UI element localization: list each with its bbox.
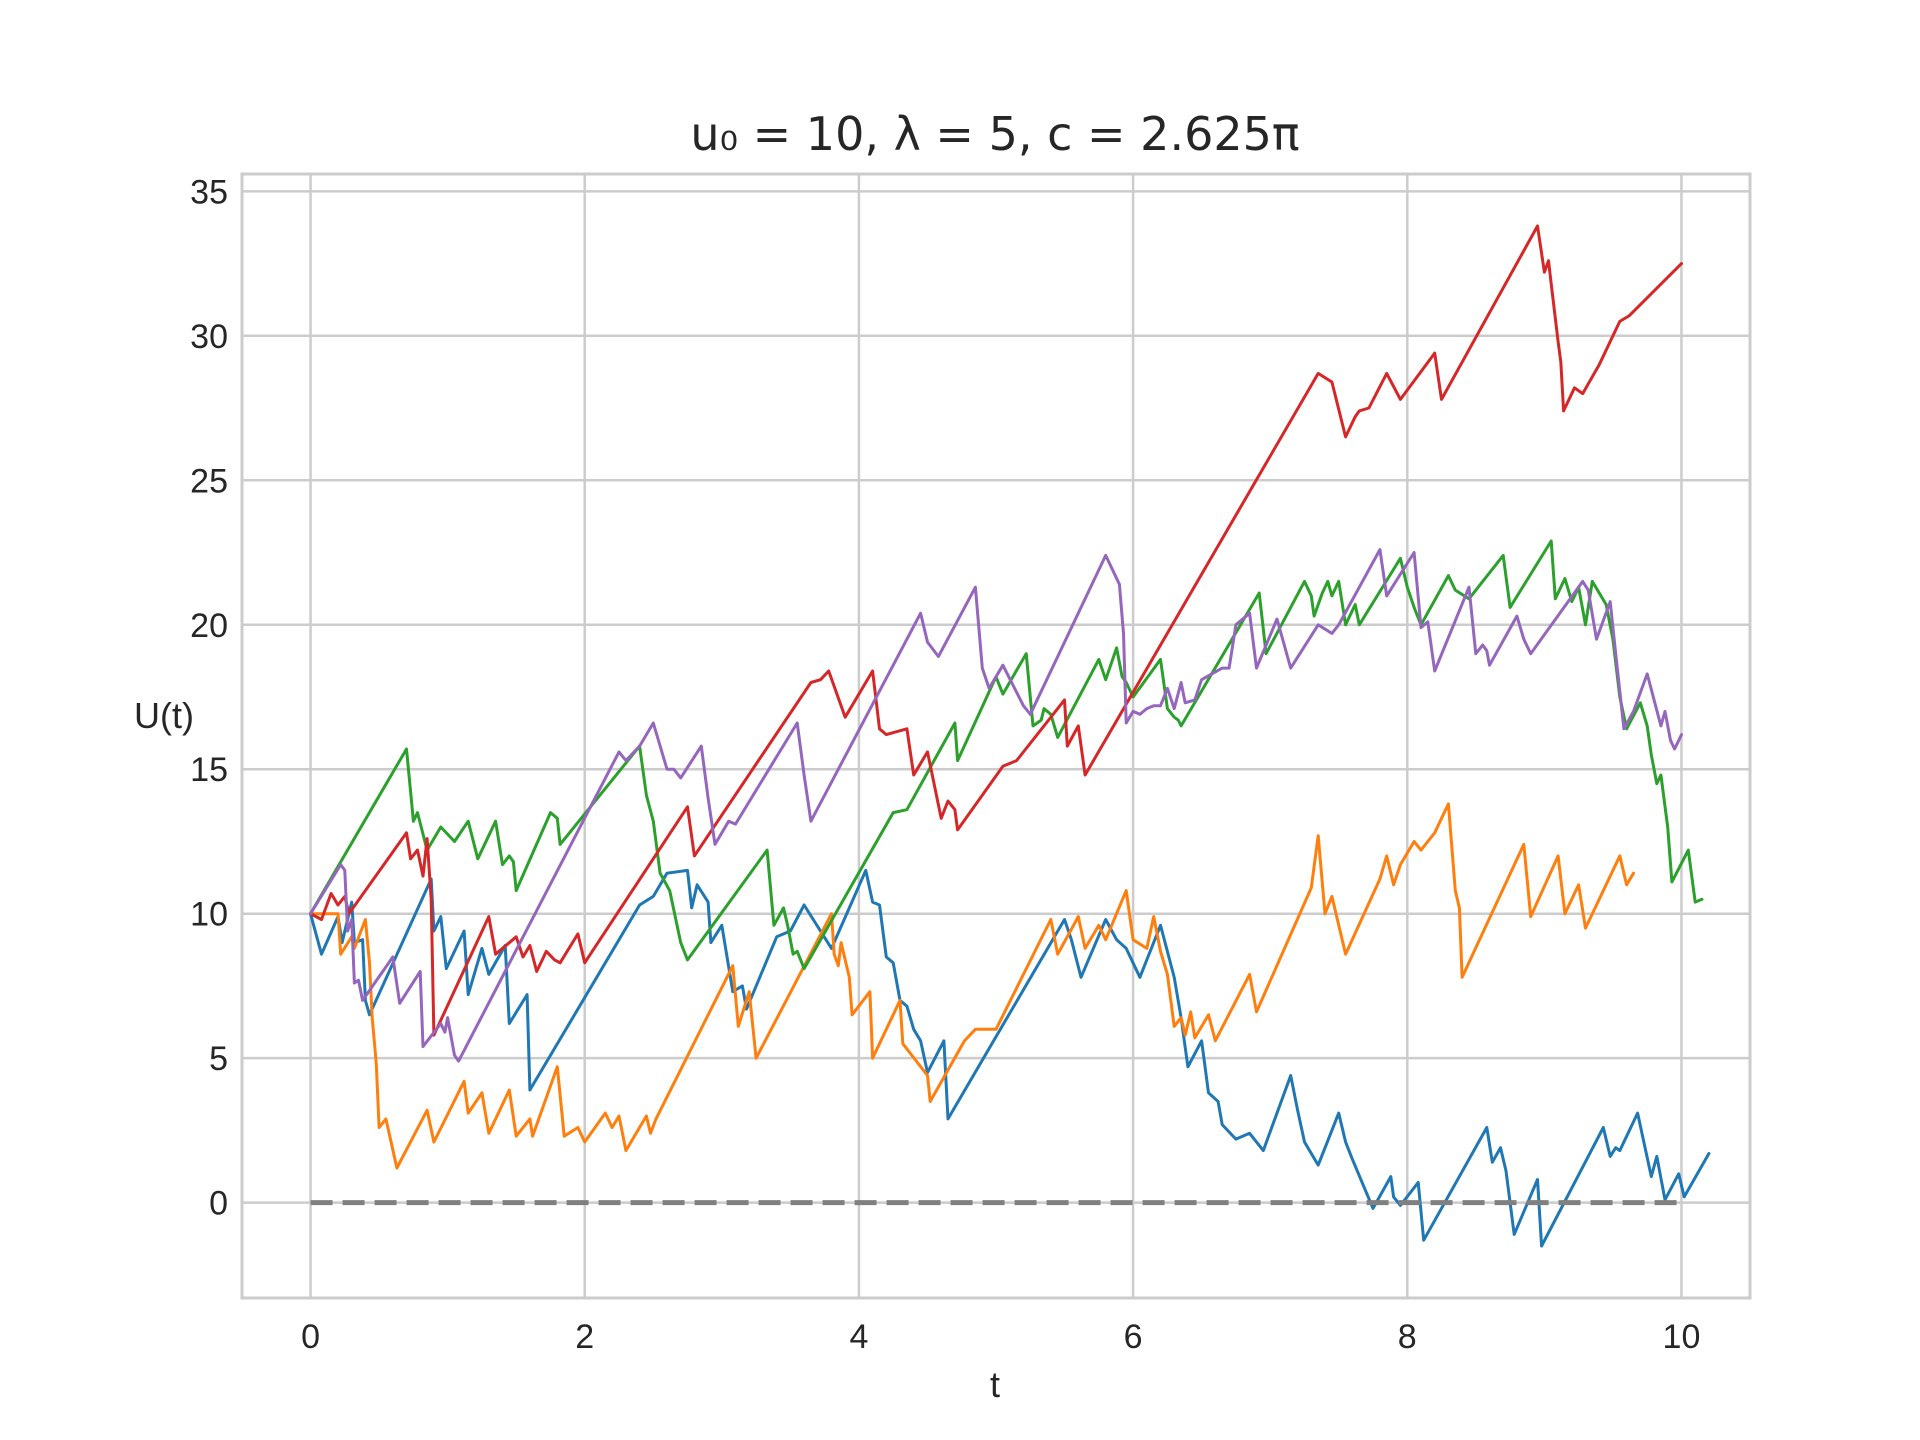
series-line-2 bbox=[309, 802, 1635, 1170]
chart-title: u₀ = 10, λ = 5, c = 2.625π bbox=[690, 107, 1299, 161]
series-line-5 bbox=[309, 548, 1683, 1063]
y-tick-labels: 0 5 10 15 20 25 30 35 bbox=[190, 173, 228, 1222]
series-line-4 bbox=[309, 224, 1683, 1037]
y-tick-label: 0 bbox=[209, 1185, 228, 1223]
y-tick-label: 35 bbox=[190, 173, 228, 211]
x-tick-label: 8 bbox=[1398, 1318, 1417, 1356]
x-tick-label: 0 bbox=[301, 1318, 320, 1356]
y-tick-label: 5 bbox=[209, 1040, 228, 1078]
x-tick-label: 2 bbox=[575, 1318, 594, 1356]
x-tick-label: 10 bbox=[1663, 1318, 1701, 1356]
y-tick-label: 15 bbox=[190, 751, 228, 789]
series-line-1 bbox=[309, 868, 1711, 1248]
grid bbox=[242, 174, 1750, 1298]
y-tick-label: 30 bbox=[190, 318, 228, 356]
x-tick-label: 6 bbox=[1124, 1318, 1143, 1356]
x-tick-label: 4 bbox=[849, 1318, 868, 1356]
y-axis-label: U(t) bbox=[134, 695, 194, 736]
series-group bbox=[309, 224, 1711, 1248]
y-tick-label: 20 bbox=[190, 607, 228, 645]
x-axis-label: t bbox=[990, 1364, 1000, 1405]
y-tick-label: 25 bbox=[190, 462, 228, 500]
y-tick-label: 10 bbox=[190, 896, 228, 934]
plot-frame bbox=[240, 172, 1752, 1300]
x-tick-labels: 0 2 4 6 8 10 bbox=[301, 1318, 1700, 1356]
